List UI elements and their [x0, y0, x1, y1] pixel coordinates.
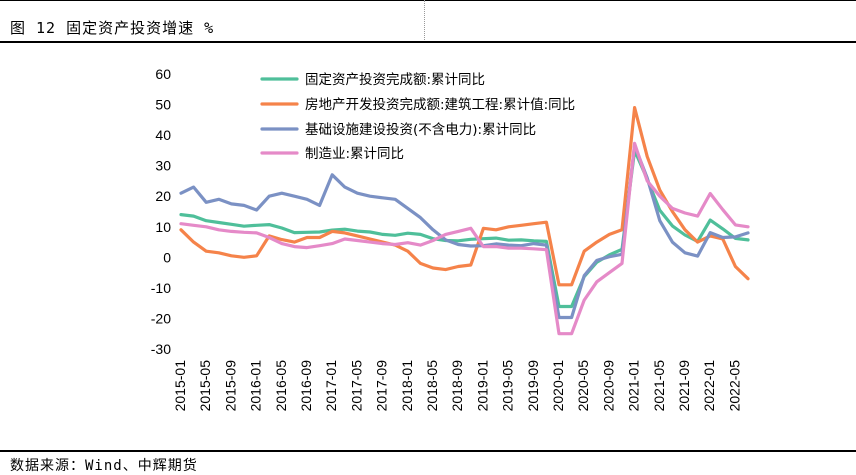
x-tick-label: 2016-05 — [273, 360, 289, 412]
x-tick-label: 2018-09 — [449, 360, 465, 412]
x-tick-label: 2020-09 — [600, 360, 616, 412]
x-tick-label: 2016-09 — [298, 360, 314, 412]
series-line-2 — [179, 105, 750, 287]
legend-label: 制造业:累计同比 — [305, 146, 404, 162]
series-line-4 — [179, 141, 750, 336]
x-tick-label: 2016-01 — [248, 360, 264, 412]
y-tick-label: 40 — [155, 127, 171, 143]
y-tick-label: 20 — [155, 188, 171, 204]
y-tick-label: -20 — [151, 310, 171, 326]
x-tick-label: 2018-01 — [399, 360, 415, 412]
x-tick-label: 2022-01 — [701, 360, 717, 412]
x-tick-label: 2017-01 — [323, 360, 339, 412]
y-tick-label: 50 — [155, 97, 171, 113]
x-tick-label: 2015-09 — [222, 360, 238, 412]
x-tick-label: 2021-01 — [626, 360, 642, 412]
y-tick-label: 60 — [155, 66, 171, 82]
x-tick-label: 2021-05 — [651, 360, 667, 412]
x-tick-label: 2022-05 — [726, 360, 742, 412]
footer-rule — [0, 450, 856, 452]
x-tick-label: 2019-09 — [525, 360, 541, 412]
x-tick-label: 2015-01 — [172, 360, 188, 412]
x-tick-label: 2015-05 — [197, 360, 213, 412]
y-tick-label: 30 — [155, 158, 171, 174]
x-tick-label: 2021-09 — [676, 360, 692, 412]
series-lines — [179, 105, 750, 336]
y-tick-label: 0 — [163, 249, 171, 265]
header-top-rule — [0, 0, 856, 1]
y-axis: -30 -20 -10 0 10 20 30 40 50 60 — [151, 66, 171, 357]
legend: 固定资产投资完成额:累计同比房地产开发投资完成额:建筑工程:累计值:同比基础设施… — [260, 72, 575, 162]
header-rule — [0, 41, 856, 43]
legend-label: 固定资产投资完成额:累计同比 — [305, 72, 485, 88]
x-tick-label: 2019-01 — [474, 360, 490, 412]
x-tick-label: 2020-05 — [575, 360, 591, 412]
x-tick-label: 2019-05 — [500, 360, 516, 412]
header-divider — [424, 0, 426, 40]
y-tick-label: -10 — [151, 280, 171, 296]
legend-label: 基础设施建设投资(不含电力):累计同比 — [305, 121, 536, 138]
x-tick-label: 2017-05 — [348, 360, 364, 412]
source-note: 数据来源：Wind、中辉期货 — [10, 458, 198, 474]
figure-title: 图 12 固定资产投资增速 % — [10, 19, 215, 37]
x-tick-label: 2020-01 — [550, 360, 566, 412]
y-tick-label: -30 — [151, 341, 171, 357]
x-tick-label: 2018-05 — [424, 360, 440, 412]
y-tick-label: 10 — [155, 219, 171, 235]
x-tick-label: 2017-09 — [374, 360, 390, 412]
x-axis: 2015-01 2015-05 2015-09 2016-01 2016-05 2016-… — [172, 360, 742, 412]
legend-label: 房地产开发投资完成额:建筑工程:累计值:同比 — [305, 97, 575, 113]
series-line-3 — [179, 143, 750, 320]
